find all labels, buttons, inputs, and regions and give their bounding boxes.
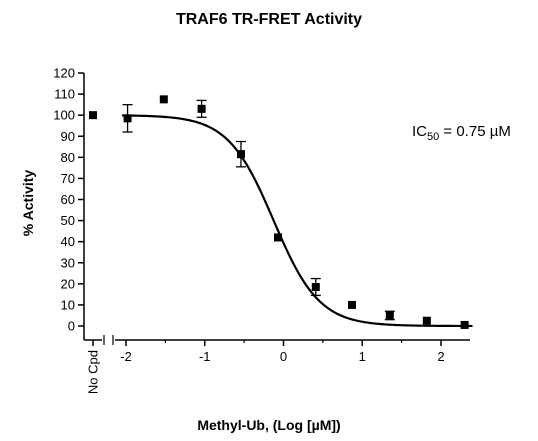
x-axis-title: Methyl-Ub, (Log [µM]) [197, 417, 340, 433]
x-tick-label: 0 [280, 349, 287, 364]
data-point [385, 311, 394, 320]
y-tick-label: 90 [61, 129, 75, 144]
data-point [123, 114, 132, 123]
data-point [348, 300, 357, 309]
no-cpd-label: No Cpd [86, 350, 101, 394]
ic50-annotation: IC50 = 0.75 µM [412, 123, 511, 143]
x-tick-label: 2 [437, 349, 444, 364]
data-point [460, 320, 469, 329]
y-tick-label: 40 [61, 234, 75, 249]
data-points-layer [89, 95, 469, 329]
data-point [236, 150, 245, 159]
y-axis-title: % Activity [20, 170, 36, 237]
y-tick-label: 80 [61, 150, 75, 165]
y-tick-label: 10 [61, 297, 75, 312]
data-point [422, 316, 431, 325]
data-point [273, 233, 282, 242]
ic50-prefix: IC [412, 123, 427, 140]
y-tick-label: 120 [53, 66, 75, 81]
ic50-value: = 0.75 µM [439, 123, 511, 140]
y-axis: 0 10 20 30 40 50 60 70 80 90 100 110 120 [53, 66, 85, 340]
y-tick-label: 0 [68, 319, 75, 334]
data-point [197, 104, 206, 113]
fit-curve-layer [122, 114, 473, 328]
y-tick-label: 100 [53, 108, 75, 123]
x-tick-label: -1 [199, 349, 211, 364]
x-tick-label: 1 [359, 349, 366, 364]
y-tick-label: 70 [61, 171, 75, 186]
x-tick-label: -2 [120, 349, 132, 364]
fit-curve [122, 114, 473, 328]
ic50-subscript: 50 [427, 131, 439, 143]
no-cpd-point [89, 111, 97, 120]
data-point [159, 95, 168, 104]
data-point [311, 282, 320, 291]
y-tick-label: 110 [54, 87, 75, 102]
chart-title: TRAF6 TR-FRET Activity [176, 11, 362, 28]
x-axis: No Cpd -2 -1 0 1 2 [84, 335, 470, 394]
y-tick-label: 20 [61, 276, 75, 291]
y-tick-label: 30 [61, 255, 75, 270]
y-tick-label: 60 [61, 192, 75, 207]
y-tick-label: 50 [61, 213, 75, 228]
